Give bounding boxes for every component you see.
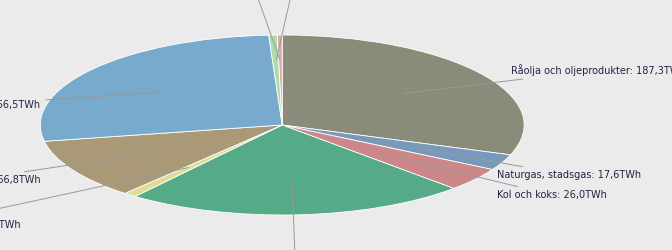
Text: Värmepumpar i fjärrvärmeverk: 5,3TWh: Värmepumpar i fjärrvärmeverk: 5,3TWh	[0, 168, 188, 230]
Wedge shape	[282, 125, 493, 188]
Wedge shape	[135, 125, 454, 215]
Text: Naturgas, stadsgas: 17,6TWh: Naturgas, stadsgas: 17,6TWh	[413, 147, 641, 180]
Wedge shape	[278, 35, 282, 125]
Wedge shape	[44, 125, 282, 194]
Wedge shape	[282, 35, 524, 155]
Wedge shape	[282, 125, 511, 170]
Wedge shape	[125, 125, 282, 196]
Wedge shape	[40, 35, 282, 141]
Text: Vindkraft: 3,5TWh: Vindkraft: 3,5TWh	[252, 0, 339, 59]
Text: Råolja och oljeprodukter: 187,3TWh: Råolja och oljeprodukter: 187,3TWh	[403, 64, 672, 94]
Text: Biobränslen, torv m.m.: 141,5TWh: Biobränslen, torv m.m.: 141,5TWh	[212, 182, 380, 250]
Wedge shape	[269, 35, 282, 125]
Text: Kärnkraft, brutto*: 166,5TWh: Kärnkraft, brutto*: 166,5TWh	[0, 92, 165, 110]
Text: Kol och koks: 26,0TWh: Kol och koks: 26,0TWh	[396, 157, 607, 200]
Text: Vattenkraft, brutto: 66,8TWh: Vattenkraft, brutto: 66,8TWh	[0, 152, 154, 185]
Text: Elimport minus elexport: 2,0TWh: Elimport minus elexport: 2,0TWh	[161, 0, 323, 60]
